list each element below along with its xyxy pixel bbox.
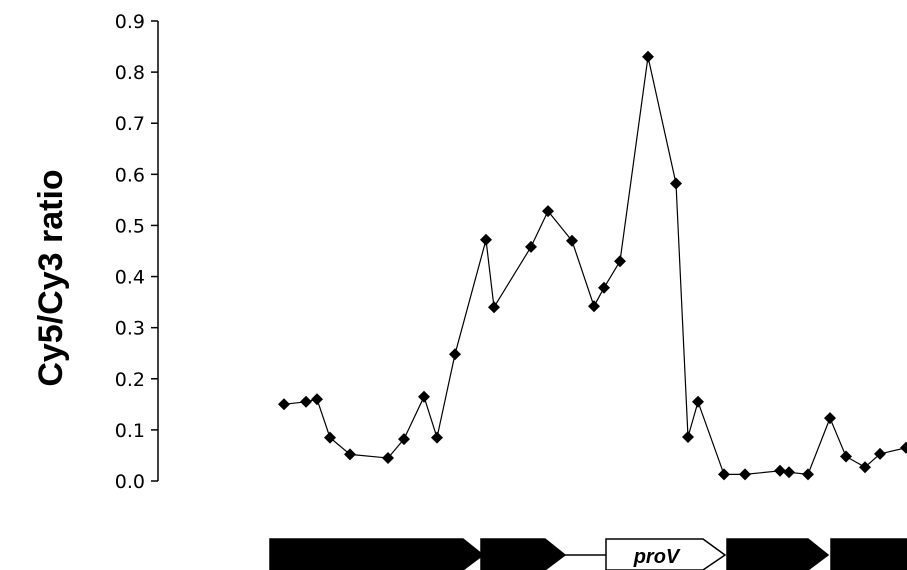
data-point bbox=[670, 177, 682, 190]
data-point bbox=[783, 466, 795, 479]
y-tick-label: 0.3 bbox=[115, 318, 145, 340]
y-tick-label: 0.4 bbox=[115, 267, 145, 289]
data-point bbox=[488, 301, 500, 314]
data-point bbox=[642, 50, 654, 63]
data-point bbox=[278, 398, 290, 411]
y-axis-ticks: 0.0 0.1 0.2 0.3 0.4 0.5 0.6 0.7 0.8 0.9 bbox=[115, 11, 158, 493]
y-tick-label: 0.6 bbox=[115, 164, 145, 186]
y-tick-label: 0.2 bbox=[115, 369, 145, 391]
gene-label: proV bbox=[633, 546, 681, 568]
data-point bbox=[682, 431, 694, 443]
data-point bbox=[802, 468, 814, 481]
y-tick-label: 0.7 bbox=[115, 113, 145, 135]
data-point bbox=[542, 205, 554, 218]
gene-arrow bbox=[269, 538, 485, 570]
y-tick-label: 0.9 bbox=[115, 11, 145, 33]
data-point bbox=[398, 433, 410, 446]
data-point bbox=[311, 393, 323, 406]
data-point bbox=[588, 300, 600, 313]
data-point bbox=[859, 461, 871, 474]
data-point bbox=[344, 448, 356, 461]
data-point bbox=[525, 240, 537, 253]
y-tick-label: 0.1 bbox=[115, 420, 145, 442]
gene-arrow bbox=[480, 538, 567, 570]
series-line bbox=[283, 56, 907, 476]
y-tick-label: 0.8 bbox=[115, 62, 145, 84]
data-point bbox=[480, 233, 492, 246]
data-point bbox=[739, 468, 751, 481]
data-point bbox=[598, 281, 610, 294]
y-tick-label: 0.0 bbox=[115, 471, 145, 493]
data-point bbox=[449, 348, 461, 361]
data-point bbox=[824, 412, 836, 425]
y-axis-title: Cy5/Cy3 ratio bbox=[32, 169, 70, 386]
data-point bbox=[900, 441, 907, 454]
data-point bbox=[774, 464, 786, 477]
series-points bbox=[278, 50, 907, 481]
gene-arrow bbox=[605, 538, 727, 570]
data-point bbox=[300, 395, 312, 408]
data-point bbox=[382, 452, 394, 464]
y-tick-label: 0.5 bbox=[115, 215, 145, 237]
data-point bbox=[431, 431, 443, 444]
data-point bbox=[874, 447, 886, 460]
data-point bbox=[840, 450, 852, 463]
gene-track: proV bbox=[269, 538, 907, 570]
data-point bbox=[718, 468, 730, 481]
data-point bbox=[566, 234, 578, 247]
data-point bbox=[614, 255, 626, 268]
data-point bbox=[692, 395, 704, 408]
data-point bbox=[324, 431, 336, 444]
data-point bbox=[418, 390, 430, 403]
gene-arrow bbox=[726, 538, 830, 570]
gene-arrow bbox=[830, 538, 907, 570]
